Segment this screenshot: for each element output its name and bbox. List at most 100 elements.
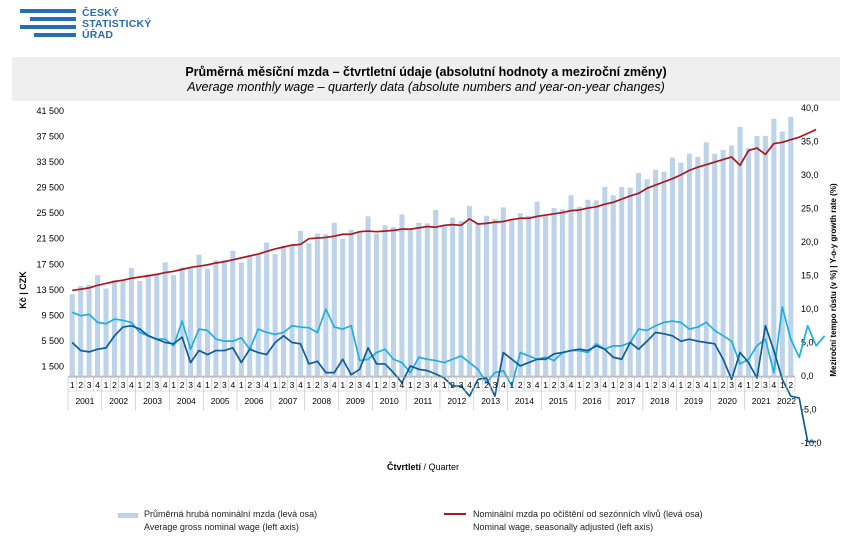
chart-title-cs: Průměrná měsíční mzda – čtvrtletní údaje… — [185, 65, 667, 79]
quarter-label: 1 — [712, 380, 717, 390]
quarter-label: 1 — [679, 380, 684, 390]
quarter-label: 4 — [636, 380, 641, 390]
quarter-label: 4 — [332, 380, 337, 390]
y2-tick-label: -10,0 — [801, 438, 822, 448]
quarter-label: 2 — [653, 380, 658, 390]
quarter-label: 4 — [197, 380, 202, 390]
year-label: 2003 — [143, 396, 162, 406]
bar-wage — [399, 214, 405, 376]
quarter-label: 1 — [307, 380, 312, 390]
wage-chart: 1 500 5 500 9 500 13 500 17 500 21 500 25 500 2… — [18, 103, 838, 472]
legend-bar: Průměrná hrubá nominální mzda (levá osa)… — [118, 508, 317, 534]
quarter-label: 1 — [577, 380, 582, 390]
quarter-label: 2 — [281, 380, 286, 390]
quarter-label: 1 — [374, 380, 379, 390]
bar-wage — [382, 225, 388, 376]
quarter-label: 3 — [425, 380, 430, 390]
bar-wage — [695, 156, 701, 376]
quarter-label: 4 — [95, 380, 100, 390]
bar-wage — [712, 153, 718, 376]
bar-wage — [458, 220, 464, 376]
y2-tick-label: 35,0 — [801, 137, 819, 147]
quarter-label: 2 — [788, 380, 793, 390]
quarter-label: 3 — [222, 380, 227, 390]
bar-wage — [483, 215, 489, 376]
y2-tick-label: 20,0 — [801, 237, 819, 247]
year-label: 2015 — [549, 396, 568, 406]
y2-tick-label: 0,0 — [801, 371, 814, 381]
y2-tick-label: 15,0 — [801, 271, 819, 281]
quarter-label: 3 — [290, 380, 295, 390]
y-tick-label: 29 500 — [36, 183, 64, 193]
quarter-label: 2 — [552, 380, 557, 390]
bar-wage — [788, 116, 794, 376]
bar-wage — [416, 222, 422, 376]
bar-wage — [779, 131, 785, 376]
quarter-label: 3 — [493, 380, 498, 390]
quarter-label: 1 — [611, 380, 616, 390]
quarter-label: 1 — [104, 380, 109, 390]
bar-wage — [171, 275, 177, 376]
bar-wage — [78, 285, 84, 376]
bar-wage — [568, 195, 574, 376]
bar-wage — [365, 216, 371, 376]
legend-line: Nominální mzda po očištění od sezónních … — [444, 508, 703, 534]
quarter-label: 3 — [594, 380, 599, 390]
bar-wage — [441, 225, 447, 376]
legend-bar-cs: Průměrná hrubá nominální mzda (levá osa) — [144, 509, 318, 519]
year-label: 2010 — [380, 396, 399, 406]
quarter-label: 4 — [670, 380, 675, 390]
bar-wage — [576, 206, 582, 376]
quarter-label: 3 — [628, 380, 633, 390]
bar-wage — [297, 231, 303, 376]
bar-wage — [517, 213, 523, 376]
quarter-label: 2 — [755, 380, 760, 390]
legend-line-en: Nominal wage, seasonally adjusted (left … — [473, 522, 654, 532]
bar-wage — [407, 229, 413, 376]
quarter-label: 3 — [121, 380, 126, 390]
bar-wage — [500, 207, 506, 376]
year-label: 2013 — [481, 396, 500, 406]
quarter-label: 1 — [273, 380, 278, 390]
y-tick-label: 21 500 — [36, 234, 64, 244]
y-tick-label: 33 500 — [36, 157, 64, 167]
y2-tick-label: 30,0 — [801, 170, 819, 180]
quarter-label: 2 — [484, 380, 489, 390]
year-label: 2005 — [211, 396, 230, 406]
quarter-label: 4 — [433, 380, 438, 390]
bar-wage — [644, 179, 650, 376]
bar-wage — [230, 250, 236, 376]
quarter-label: 2 — [687, 380, 692, 390]
quarter-label: 4 — [230, 380, 235, 390]
quarter-label: 2 — [180, 380, 185, 390]
y2-axis-title: Meziroční tempo růstu (v %) | Y-o-y grow… — [829, 183, 838, 377]
y-tick-label: 25 500 — [36, 208, 64, 218]
line-seasonally-adjusted — [72, 128, 817, 292]
year-label: 2009 — [346, 396, 365, 406]
bar-wage — [196, 254, 202, 376]
chart-title-box: Průměrná měsíční mzda – čtvrtletní údaje… — [12, 57, 840, 101]
bar-wage — [661, 171, 667, 376]
bar-wage — [95, 275, 101, 376]
bar-wage — [509, 220, 515, 376]
quarter-label: 1 — [408, 380, 413, 390]
bar-wage — [340, 238, 346, 376]
year-label: 2002 — [109, 396, 128, 406]
quarter-label: 4 — [501, 380, 506, 390]
bar-wage — [348, 229, 354, 376]
legend-bar-en: Average gross nominal wage (left axis) — [144, 522, 299, 532]
bar-wage — [703, 142, 709, 376]
quarter-label: 2 — [518, 380, 523, 390]
quarter-label: 3 — [357, 380, 362, 390]
quarter-label: 3 — [695, 380, 700, 390]
quarter-label: 3 — [154, 380, 159, 390]
bar-wage — [281, 245, 287, 376]
quarter-label: 3 — [763, 380, 768, 390]
bar-wage — [762, 135, 768, 376]
bar-wage — [686, 153, 692, 376]
legend-line-swatch — [444, 513, 466, 515]
quarter-label: 3 — [87, 380, 92, 390]
bar-wage — [526, 215, 532, 376]
y-axis-title: Kč | CZK — [18, 271, 28, 309]
x-axis-title-cs: Čtvrtletí — [387, 461, 422, 472]
